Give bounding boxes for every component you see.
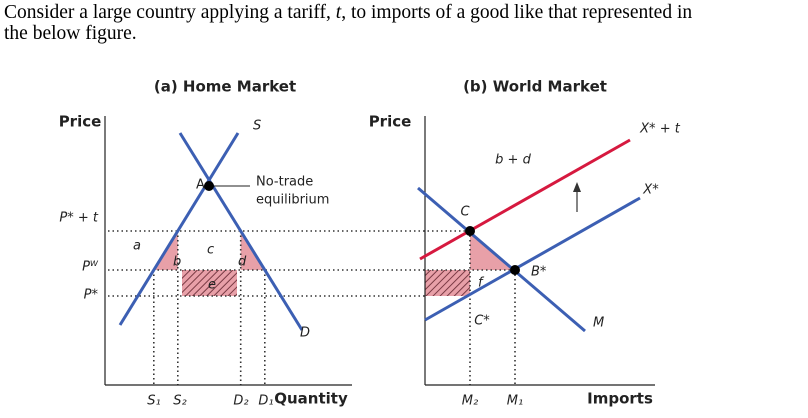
question-line: Consider a large country applying a tari…: [4, 2, 692, 23]
curve-label: S: [253, 119, 261, 134]
price-label: P* + t: [59, 211, 98, 226]
guides: [108, 230, 516, 385]
point-label: C: [460, 205, 470, 220]
price-label: P*: [84, 288, 99, 303]
curve-label: D: [300, 326, 310, 341]
quantity-label: S₂: [173, 394, 186, 409]
area-e: [182, 270, 237, 296]
price-label: Pᵂ: [82, 260, 99, 275]
text: t: [335, 2, 342, 23]
point-b-star: [510, 265, 520, 275]
area-hatched: [425, 270, 470, 296]
quantity-label: M₁: [507, 394, 523, 409]
point-c: [465, 226, 475, 236]
export-supply: [424, 196, 641, 322]
point-label: B*: [531, 265, 547, 280]
panel-title: (a) Home Market: [154, 78, 296, 96]
y-axis-label: Price: [59, 113, 102, 131]
x-axis-label: Imports: [587, 390, 653, 408]
quantity-label: M₂: [462, 394, 478, 409]
axes: [104, 116, 655, 386]
area-label: f: [478, 276, 485, 291]
point-a: [204, 181, 214, 191]
annotation: equilibrium: [256, 193, 329, 208]
x-axis-label: Quantity: [274, 390, 348, 408]
area-label: b + d: [495, 153, 531, 168]
area-label: c: [207, 243, 214, 258]
annotation: No-trade: [256, 175, 313, 190]
question-line: the below figure.: [4, 23, 137, 44]
curve-label: M: [593, 316, 604, 331]
panel-title: (b) World Market: [463, 78, 607, 96]
text: , to imports of a good like that represe…: [341, 2, 693, 23]
quantity-label: S₁: [147, 394, 160, 409]
point-label: C*: [474, 314, 490, 329]
quantity-label: D₂: [233, 394, 248, 409]
import-demand: [417, 186, 586, 333]
curve-label: X* + t: [639, 122, 681, 137]
demand-curve: [178, 132, 304, 331]
quantity-label: D₁: [258, 394, 273, 409]
area-label: e: [208, 278, 216, 293]
export-supply-tariff: [419, 138, 631, 261]
area-label: d: [238, 255, 247, 270]
area-label: b: [173, 255, 181, 270]
y-axis-label: Price: [369, 113, 412, 131]
area-label: a: [133, 239, 141, 254]
arrow-head: [573, 182, 581, 192]
point-label: A: [196, 178, 205, 193]
curve-label: X*: [642, 183, 659, 198]
text: Consider a large country applying a tari…: [4, 2, 336, 23]
supply-curve: [118, 132, 240, 326]
question: Consider a large country applying a tari…: [4, 2, 692, 44]
